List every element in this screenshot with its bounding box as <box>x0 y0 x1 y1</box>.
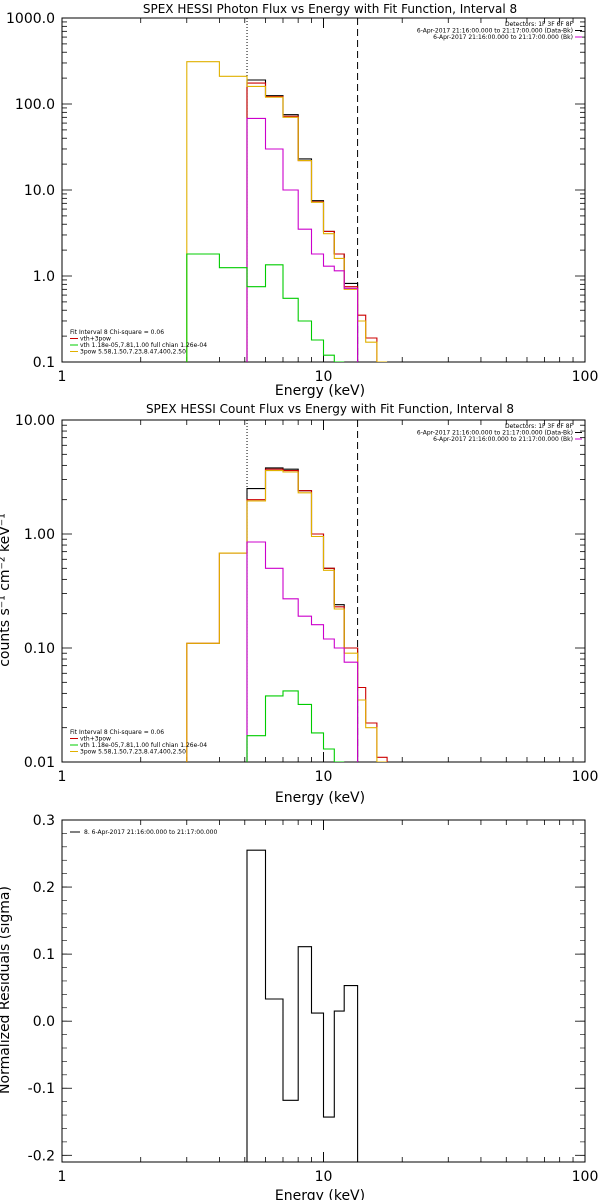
x-tick-label: 1 <box>58 369 67 385</box>
legend-entry: vth+3pow <box>80 336 111 343</box>
x-tick-label: 100 <box>572 369 599 385</box>
y-tick-label: 1.00 <box>24 527 55 543</box>
legend-entry: Fit Interval 8 Chi-square = 0.06 <box>70 329 164 336</box>
info-line: Detectors: 1F 3F 6F 8F <box>505 423 574 430</box>
y-axis-label: counts s⁻¹ cm⁻² keV⁻¹ <box>0 513 13 667</box>
y-tick-label: 0.1 <box>33 947 55 963</box>
count-flux-panel: SPEX HESSI Count Flux vs Energy with Fit… <box>0 402 598 806</box>
y-tick-label: 0.1 <box>33 355 55 371</box>
y-tick-label: 0.2 <box>33 880 55 896</box>
y-tick-label: 0.01 <box>24 755 55 771</box>
y-tick-label: 10.00 <box>15 413 55 429</box>
x-axis-label: Energy (keV) <box>275 1188 365 1200</box>
plot-frame <box>61 419 586 763</box>
info-line: 6-Apr-2017 21:16:00.000 to 21:17:00.000 … <box>433 34 573 41</box>
series-3pow <box>186 61 388 362</box>
series-vth <box>186 253 345 362</box>
info-line: 6-Apr-2017 21:16:00.000 to 21:17:00.000 … <box>417 430 573 437</box>
legend-entry: 3pow 5.58,1.50,7.23,8.47,400,2.50 <box>80 349 186 356</box>
info-line: Detectors: 1F 3F 6F 8F <box>505 21 574 28</box>
y-tick-label: -0.2 <box>28 1148 55 1164</box>
x-axis-label: Energy (keV) <box>275 790 365 806</box>
photon-flux-panel: SPEX HESSI Photon Flux vs Energy with Fi… <box>6 2 598 399</box>
y-tick-label: 1.0 <box>33 269 55 285</box>
series-group <box>186 467 388 762</box>
residuals-panel: Energy (keV) Normalized Residuals (sigma… <box>0 813 598 1200</box>
y-tick-label: 0.3 <box>33 813 55 829</box>
y-tick-label: 100.0 <box>15 97 55 113</box>
series-data-bk <box>246 79 359 362</box>
y-tick-label: 0.10 <box>24 641 55 657</box>
x-tick-label: 10 <box>315 769 333 785</box>
x-axis-label: Energy (keV) <box>275 383 365 399</box>
info-line: 6-Apr-2017 21:16:00.000 to 21:17:00.000 … <box>433 436 573 443</box>
y-tick-label: -0.1 <box>28 1081 55 1097</box>
chart-title: SPEX HESSI Photon Flux vs Energy with Fi… <box>143 2 517 16</box>
legend-entry: Fit Interval 8 Chi-square = 0.06 <box>70 729 164 736</box>
x-tick-label: 1 <box>58 1169 67 1185</box>
x-tick-label: 100 <box>572 769 599 785</box>
y-tick-label: 1000.0 <box>6 11 55 27</box>
series-group <box>186 61 388 362</box>
series-bk <box>246 541 359 762</box>
x-tick-label: 10 <box>315 369 333 385</box>
series-3pow <box>186 470 388 762</box>
series-bk <box>246 117 359 362</box>
legend-entry: vth 1.18e-05,7.81,1.00 full chian 1.26e-… <box>80 742 207 749</box>
legend-entry: vth+3pow <box>80 736 111 743</box>
x-tick-label: 100 <box>572 1169 599 1185</box>
series-residual <box>246 849 359 1162</box>
x-tick-label: 1 <box>58 769 67 785</box>
legend-entry: vth 1.18e-05,7.81,1.00 full chian 1.26e-… <box>80 342 207 349</box>
info-line: 6-Apr-2017 21:16:00.000 to 21:17:00.000 … <box>417 28 573 35</box>
y-tick-label: 0.0 <box>33 1014 55 1030</box>
chart-title: SPEX HESSI Count Flux vs Energy with Fit… <box>146 402 514 416</box>
plot-frame <box>61 17 586 363</box>
series-data-bk <box>246 467 359 762</box>
series-vth <box>246 690 345 762</box>
legend-entry: 3pow 5.58,1.50,7.23,8.47,400,2.50 <box>80 749 186 756</box>
series-group <box>246 849 359 1162</box>
y-axis-label: Normalized Residuals (sigma) <box>0 886 13 1094</box>
legend-entry: 8. 6-Apr-2017 21:16:00.000 to 21:17:00.0… <box>84 829 217 836</box>
x-tick-label: 10 <box>315 1169 333 1185</box>
y-tick-label: 10.0 <box>24 183 55 199</box>
